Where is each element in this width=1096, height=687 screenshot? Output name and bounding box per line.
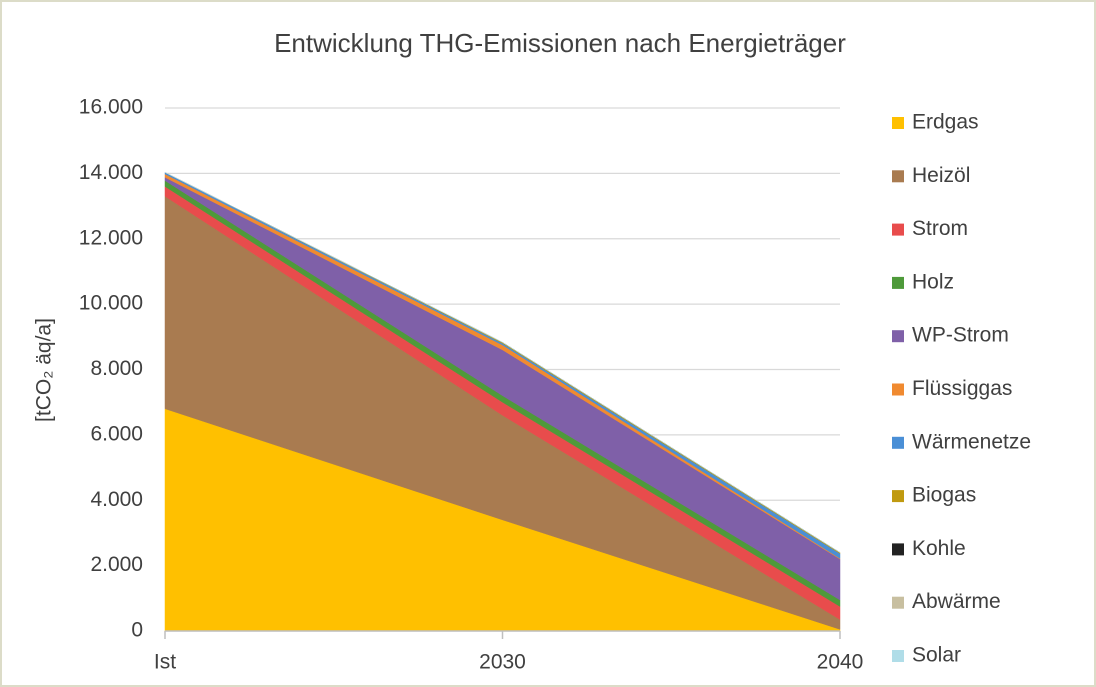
y-axis-label: [tCO₂ äq/a] — [33, 318, 56, 422]
y-tick-label: 2.000 — [90, 553, 143, 576]
legend-label: Solar — [912, 644, 961, 667]
x-tick-label: 2030 — [479, 651, 526, 674]
legend-label: WP-Strom — [912, 324, 1009, 347]
legend-swatch — [892, 117, 904, 129]
legend-label: Wärmenetze — [912, 430, 1031, 453]
legend-swatch — [892, 170, 904, 183]
y-tick-label: 0 — [131, 619, 143, 642]
legend-label: Flüssiggas — [912, 377, 1012, 400]
x-tick-label: Ist — [154, 651, 176, 674]
legend-swatch — [892, 543, 904, 556]
y-tick-label: 4.000 — [90, 488, 143, 511]
legend-swatch — [892, 650, 904, 662]
y-tick-label: 14.000 — [79, 161, 143, 184]
legend-label: Erdgas — [912, 111, 979, 134]
chart-title: Entwicklung THG-Emissionen nach Energiet… — [274, 28, 846, 58]
y-tick-label: 6.000 — [90, 422, 143, 445]
legend-label: Heizöl — [912, 164, 970, 187]
legend-swatch — [892, 383, 904, 396]
legend-swatch — [892, 330, 904, 343]
legend-swatch — [892, 436, 904, 449]
legend-label: Biogas — [912, 484, 976, 507]
legend-label: Abwärme — [912, 590, 1001, 613]
legend-swatch — [892, 276, 904, 289]
y-tick-label: 10.000 — [79, 292, 143, 315]
legend-swatch — [892, 490, 904, 503]
x-tick-label: 2040 — [817, 651, 864, 674]
legend-label: Strom — [912, 217, 968, 240]
area — [164, 172, 841, 553]
legend-label: Kohle — [912, 537, 966, 560]
legend-swatch — [892, 223, 904, 236]
y-tick-label: 16.000 — [79, 96, 143, 119]
y-tick-label: 8.000 — [90, 357, 143, 380]
legend-label: Holz — [912, 270, 954, 293]
y-tick-label: 12.000 — [79, 226, 143, 249]
legend-swatch — [892, 596, 904, 609]
